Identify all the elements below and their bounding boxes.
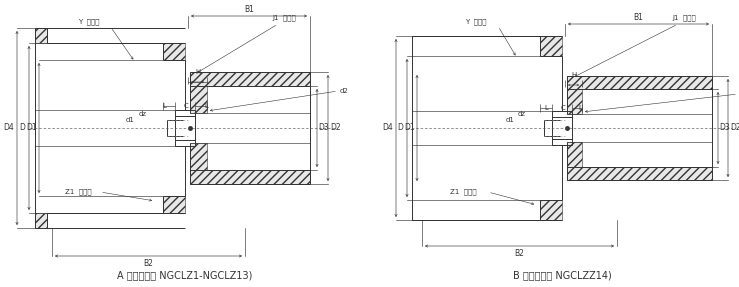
Text: H: H	[195, 69, 200, 75]
Text: L: L	[204, 103, 208, 109]
Text: D3: D3	[319, 123, 330, 133]
Polygon shape	[35, 213, 47, 228]
Text: L: L	[162, 103, 166, 109]
Text: J1  型輸孔: J1 型輸孔	[272, 15, 296, 21]
Polygon shape	[412, 200, 562, 220]
Text: dz: dz	[518, 111, 526, 117]
Polygon shape	[567, 142, 712, 180]
Polygon shape	[47, 196, 185, 213]
Polygon shape	[35, 28, 47, 43]
Text: d1: d1	[505, 117, 514, 123]
Text: B1: B1	[633, 13, 644, 22]
Text: D: D	[397, 123, 403, 133]
Text: D4: D4	[383, 123, 393, 133]
Text: B 型（适用于 NGCLZZ14): B 型（适用于 NGCLZZ14)	[513, 270, 611, 280]
Polygon shape	[190, 143, 310, 184]
Text: B2: B2	[514, 249, 525, 257]
Text: Y  型輸孔: Y 型輸孔	[78, 19, 100, 25]
Text: Z1  型輸孔: Z1 型輸孔	[65, 189, 92, 195]
Text: dz: dz	[139, 111, 147, 117]
Text: Z1  型輸孔: Z1 型輸孔	[450, 189, 477, 195]
Text: D4: D4	[4, 123, 14, 133]
Polygon shape	[412, 36, 562, 56]
Text: C: C	[561, 105, 565, 111]
Text: B1: B1	[244, 5, 254, 13]
Text: C: C	[183, 103, 188, 109]
Text: A 型（适用于 NGCLZ1-NGCLZ13): A 型（适用于 NGCLZ1-NGCLZ13)	[118, 270, 253, 280]
Text: D2: D2	[330, 123, 341, 133]
Polygon shape	[47, 43, 185, 60]
Text: d1: d1	[126, 117, 134, 123]
Text: D3: D3	[720, 123, 730, 133]
Text: D2: D2	[731, 123, 739, 133]
Text: D1: D1	[405, 123, 415, 133]
Text: B2: B2	[143, 259, 154, 267]
Text: D1: D1	[27, 123, 37, 133]
Text: L: L	[544, 105, 548, 111]
Text: J1  型輸孔: J1 型輸孔	[672, 15, 695, 21]
Text: d2: d2	[340, 88, 349, 94]
Text: D: D	[19, 123, 25, 133]
Polygon shape	[567, 76, 712, 114]
Text: H: H	[571, 72, 576, 78]
Polygon shape	[190, 72, 310, 113]
Text: L: L	[578, 105, 582, 111]
Text: Y  型輸孔: Y 型輸孔	[465, 19, 486, 25]
